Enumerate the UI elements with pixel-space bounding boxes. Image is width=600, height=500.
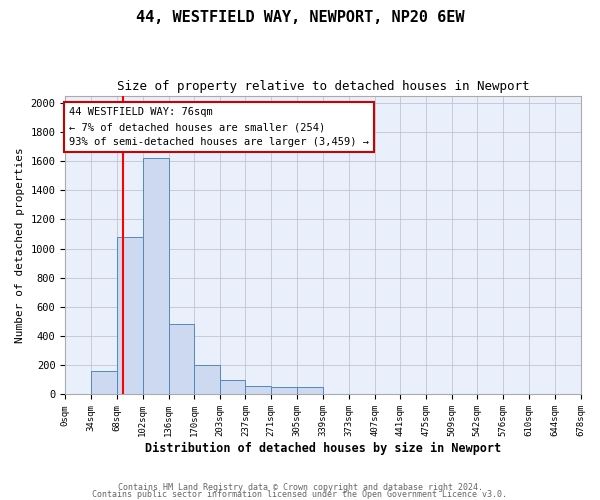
Text: 44, WESTFIELD WAY, NEWPORT, NP20 6EW: 44, WESTFIELD WAY, NEWPORT, NP20 6EW [136,10,464,25]
Bar [91,371,117,394]
Text: Contains public sector information licensed under the Open Government Licence v3: Contains public sector information licen… [92,490,508,499]
X-axis label: Distribution of detached houses by size in Newport: Distribution of detached houses by size … [145,442,501,455]
Bar [117,237,143,394]
Text: 44 WESTFIELD WAY: 76sqm
← 7% of detached houses are smaller (254)
93% of semi-de: 44 WESTFIELD WAY: 76sqm ← 7% of detached… [69,107,369,147]
Y-axis label: Number of detached properties: Number of detached properties [15,147,25,343]
Title: Size of property relative to detached houses in Newport: Size of property relative to detached ho… [116,80,529,93]
Bar [143,158,169,394]
Bar [169,324,194,394]
Bar [297,387,323,394]
Bar [245,386,271,394]
Bar [220,380,245,394]
Bar [194,365,220,394]
Text: Contains HM Land Registry data © Crown copyright and database right 2024.: Contains HM Land Registry data © Crown c… [118,484,482,492]
Bar [271,387,297,394]
